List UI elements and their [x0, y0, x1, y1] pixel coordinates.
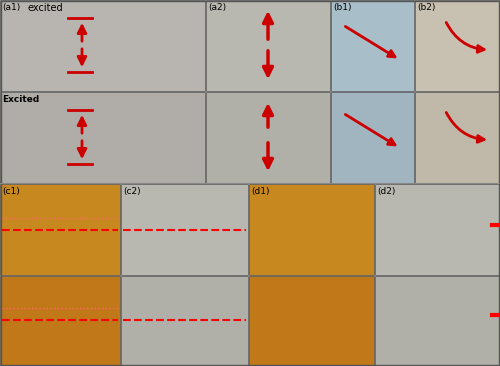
Bar	[331, 0, 414, 91]
Bar	[249, 276, 374, 366]
Bar	[331, 92, 414, 183]
Bar	[0, 184, 120, 275]
Text: (c2): (c2)	[123, 187, 140, 196]
Text: (a1): (a1)	[2, 3, 20, 12]
Bar	[415, 0, 500, 91]
Text: (d2): (d2)	[377, 187, 396, 196]
Text: (d1): (d1)	[251, 187, 270, 196]
Bar	[121, 276, 248, 366]
Text: (c1): (c1)	[2, 187, 20, 196]
Bar	[375, 276, 500, 366]
Text: Excited: Excited	[2, 95, 39, 104]
Text: (b1): (b1)	[333, 3, 351, 12]
Bar	[0, 92, 205, 183]
Bar	[249, 184, 374, 275]
Text: (b2): (b2)	[417, 3, 436, 12]
Bar	[206, 92, 330, 183]
Bar	[206, 0, 330, 91]
Bar	[415, 92, 500, 183]
Bar	[375, 184, 500, 275]
Text: (a2): (a2)	[208, 3, 226, 12]
Text: excited: excited	[28, 3, 64, 13]
Bar	[0, 276, 120, 366]
Bar	[121, 184, 248, 275]
Bar	[0, 0, 205, 91]
